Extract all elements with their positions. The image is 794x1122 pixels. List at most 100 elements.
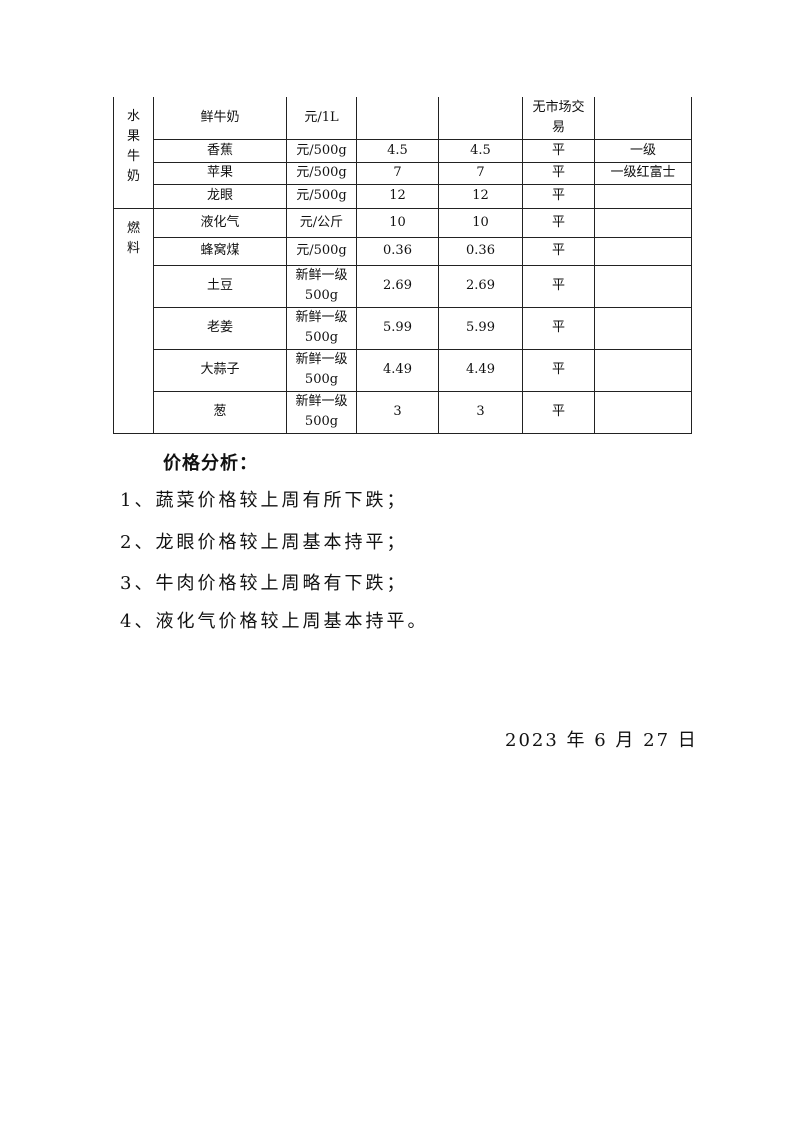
note-cell: [594, 306, 692, 350]
name-cell: 龙眼: [153, 183, 287, 209]
trend-cell: 平: [522, 161, 595, 185]
this-week-cell: 4.5: [356, 138, 439, 163]
analysis-item: 3、牛肉价格较上周略有下跌；: [120, 573, 408, 594]
note-cell: [594, 207, 692, 238]
this-week-cell: 5.99: [356, 306, 439, 350]
name-text: 龙眼: [206, 188, 233, 203]
this-week-cell: 2.69: [356, 264, 439, 308]
table-row: 老姜 新鲜一级500g 5.99 5.99 平: [114, 306, 692, 350]
last-week-text: 5.99: [466, 320, 495, 335]
this-week-text: 4.49: [383, 362, 412, 377]
this-week-text: 4.5: [387, 142, 408, 158]
name-cell: 土豆: [153, 264, 287, 308]
trend-text: 平: [551, 243, 565, 258]
last-week-cell: 2.69: [438, 264, 523, 308]
trend-text: 平: [551, 165, 565, 180]
note-cell: 一级红富士: [594, 161, 692, 185]
last-week-text: 4.5: [470, 142, 491, 158]
unit-cell: 新鲜一级500g: [286, 390, 357, 434]
trend-text: 平: [551, 142, 565, 158]
category-label: 水果牛奶: [126, 109, 140, 184]
category-label: 燃料: [126, 220, 140, 256]
this-week-text: 10: [389, 214, 406, 230]
name-cell: 蜂窝煤: [153, 236, 287, 266]
name-cell: 香蕉: [153, 138, 287, 163]
name-text: 大蒜子: [200, 362, 240, 377]
this-week-text: 2.69: [383, 278, 412, 293]
note-cell: [594, 236, 692, 266]
analysis-heading: 价格分析：: [163, 453, 258, 474]
table-row: 龙眼 元/500g 12 12 平: [114, 183, 692, 209]
this-week-text: 3: [393, 404, 402, 419]
last-week-cell: 4.49: [438, 348, 523, 392]
last-week-text: 12: [472, 188, 489, 203]
analysis-item: 1、蔬菜价格较上周有所下跌；: [120, 490, 408, 511]
name-text: 苹果: [206, 165, 233, 180]
report-date: 2023 年 6 月 27 日: [505, 730, 698, 751]
last-week-cell: 4.5: [438, 138, 523, 163]
category-cell: 水果牛奶: [113, 97, 154, 209]
unit-cell: 元/公斤: [286, 207, 357, 238]
last-week-text: 0.36: [466, 243, 495, 258]
this-week-cell: 0.36: [356, 236, 439, 266]
unit-text: 元/公斤: [299, 214, 344, 230]
trend-cell: 平: [522, 348, 595, 392]
this-week-cell: 3: [356, 390, 439, 434]
last-week-cell: 3: [438, 390, 523, 434]
trend-text: 平: [551, 404, 565, 419]
trend-cell: 平: [522, 138, 595, 163]
last-week-text: 2.69: [466, 278, 495, 293]
trend-text: 平: [551, 320, 565, 335]
this-week-text: 0.36: [383, 243, 412, 258]
category-cell: 燃料: [113, 207, 154, 434]
unit-cell: 元/500g: [286, 161, 357, 185]
this-week-text: 7: [393, 165, 402, 180]
name-text: 葱: [213, 404, 227, 419]
last-week-cell: 10: [438, 207, 523, 238]
table-row: 大蒜子 新鲜一级500g 4.49 4.49 平: [114, 348, 692, 392]
unit-text: 新鲜一级500g: [295, 310, 348, 345]
unit-cell: 新鲜一级500g: [286, 264, 357, 308]
trend-cell: 平: [522, 236, 595, 266]
last-week-cell: 12: [438, 183, 523, 209]
last-week-text: 10: [472, 214, 489, 230]
note-text: 一级红富士: [610, 165, 676, 180]
last-week-text: 4.49: [466, 362, 495, 377]
trend-cell: 平: [522, 390, 595, 434]
analysis-item: 2、龙眼价格较上周基本持平；: [120, 532, 408, 553]
unit-cell: 元/500g: [286, 236, 357, 266]
this-week-cell: 10: [356, 207, 439, 238]
price-table: 水果牛奶 鲜牛奶 元/1L 无市场交易 香蕉 元/500g 4.5 4.5 平一级 苹果 元/500…: [113, 97, 692, 434]
name-cell: 大蒜子: [153, 348, 287, 392]
name-cell: 苹果: [153, 161, 287, 185]
this-week-cell: [356, 97, 439, 140]
name-cell: 老姜: [153, 306, 287, 350]
table-row: 苹果 元/500g 7 7 平 一级红富士: [114, 161, 692, 185]
name-cell: 液化气: [153, 207, 287, 238]
name-text: 液化气: [200, 214, 240, 230]
last-week-text: 7: [476, 165, 485, 180]
note-cell: [594, 264, 692, 308]
analysis-item: 4、液化气价格较上周基本持平。: [120, 611, 429, 632]
unit-text: 新鲜一级500g: [295, 394, 348, 429]
table-row: 燃料 液化气 元/公斤 10 10 平: [113, 207, 692, 434]
this-week-cell: 4.49: [356, 348, 439, 392]
last-week-cell: [438, 97, 523, 140]
unit-text: 新鲜一级500g: [295, 268, 348, 303]
name-cell: 葱: [153, 390, 287, 434]
unit-text: 元/500g: [296, 165, 347, 180]
name-text: 老姜: [206, 320, 233, 335]
trend-cell: 平: [522, 264, 595, 308]
unit-cell: 元/1L: [286, 97, 357, 140]
trend-cell: 平: [522, 183, 595, 209]
trend-cell: 平: [522, 306, 595, 350]
unit-text: 新鲜一级500g: [295, 352, 348, 387]
note-cell: [594, 97, 692, 140]
this-week-cell: 7: [356, 161, 439, 185]
note-cell: [594, 390, 692, 434]
this-week-text: 5.99: [383, 320, 412, 335]
name-text: 香蕉: [206, 142, 233, 158]
trend-text: 平: [551, 188, 565, 203]
trend-text: 平: [551, 278, 565, 293]
